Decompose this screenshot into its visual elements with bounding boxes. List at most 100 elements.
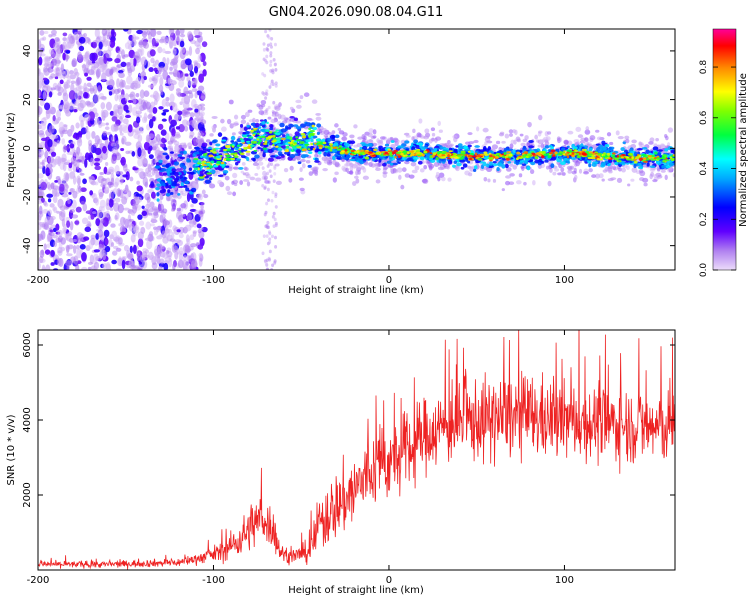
heatmap-cell (195, 47, 200, 55)
heatmap-cell (435, 136, 442, 141)
heatmap-cell (164, 50, 172, 54)
heatmap-cell (627, 183, 631, 187)
heatmap-cell (241, 148, 245, 152)
heatmap-cell (225, 144, 231, 149)
heatmap-cell (85, 130, 91, 140)
heatmap-cell (558, 171, 564, 176)
heatmap-cell (160, 143, 165, 148)
heatmap-cell (105, 162, 109, 167)
heatmap-cell (179, 29, 185, 35)
heatmap-cell (271, 263, 275, 268)
heatmap-cell (167, 36, 174, 45)
heatmap-cell (38, 205, 43, 215)
heatmap-cell (296, 138, 301, 142)
heatmap-cell (102, 252, 107, 261)
heatmap-cell (668, 162, 674, 167)
heatmap-cell (354, 156, 359, 162)
heatmap-cell (332, 159, 337, 165)
heatmap-cell (62, 52, 67, 61)
heatmap-cell (591, 174, 597, 178)
heatmap-cell (158, 207, 162, 211)
heatmap-cell (88, 88, 96, 92)
heatmap-cell (247, 109, 253, 113)
heatmap-cell (120, 124, 127, 132)
heatmap-cell (176, 194, 182, 200)
heatmap-cell (519, 150, 523, 153)
heatmap-cell (608, 146, 612, 150)
heatmap-cell (213, 164, 219, 168)
heatmap-cell (103, 54, 108, 64)
heatmap-cell (636, 148, 643, 151)
heatmap-cell (266, 220, 270, 225)
heatmap-cell (184, 244, 191, 254)
heatmap-cell (117, 257, 124, 267)
heatmap-cell (67, 75, 71, 85)
heatmap-cell (550, 156, 557, 161)
heatmap-cell (483, 156, 490, 160)
heatmap-cell (191, 87, 198, 92)
heatmap-cell (160, 129, 167, 136)
heatmap-cell (143, 90, 150, 97)
heatmap-cell (123, 207, 130, 211)
heatmap-cell (65, 184, 70, 189)
heatmap-cell (72, 134, 77, 139)
heatmap-cell (483, 177, 488, 182)
heatmap-cell (225, 165, 230, 168)
heatmap-cell (131, 34, 137, 42)
heatmap-cell (179, 150, 184, 154)
heatmap-cell (47, 66, 54, 73)
heatmap-cell (559, 161, 566, 166)
heatmap-cell (265, 201, 269, 206)
heatmap-cell (76, 175, 81, 185)
heatmap-cell (43, 243, 47, 251)
heatmap-cell (50, 29, 57, 35)
heatmap-cell (117, 88, 122, 93)
heatmap-cell (362, 145, 368, 151)
heatmap-cell (272, 58, 276, 62)
heatmap-cell (468, 141, 475, 145)
heatmap-cell (60, 157, 67, 163)
heatmap-cell (269, 59, 273, 64)
heatmap-cell (343, 142, 350, 147)
heatmap-cell (401, 167, 407, 172)
heatmap-cell (66, 129, 74, 136)
heatmap-cell (483, 151, 488, 154)
heatmap-cell (197, 167, 200, 171)
heatmap-cell (193, 65, 199, 74)
heatmap-cell (150, 217, 157, 223)
heatmap-cell (62, 92, 69, 102)
heatmap-cell (595, 129, 600, 133)
heatmap-cell (87, 266, 92, 270)
heatmap-cell (260, 99, 267, 105)
heatmap-cell (267, 157, 274, 162)
heatmap-cell (255, 119, 260, 123)
heatmap-cell (267, 105, 271, 110)
heatmap-cell (109, 39, 116, 48)
heatmap-cell (288, 123, 294, 128)
heatmap-cell (307, 134, 311, 138)
heatmap-cell (527, 121, 532, 128)
heatmap-cell (270, 162, 274, 167)
heatmap-cell (85, 210, 93, 215)
heatmap-cell (631, 139, 637, 144)
heatmap-cell (614, 161, 619, 165)
heatmap-cell (606, 152, 611, 156)
heatmap-cell (119, 79, 124, 88)
heatmap-cell (233, 182, 238, 187)
heatmap-cell (148, 133, 155, 139)
heatmap-cell (198, 252, 203, 258)
heatmap-cell (314, 149, 319, 153)
heatmap-cell (610, 177, 617, 181)
heatmap-cell (301, 163, 306, 169)
heatmap-cell (482, 127, 489, 133)
heatmap-cell (85, 58, 90, 69)
heatmap-cell (47, 235, 52, 242)
heatmap-cell (70, 256, 76, 264)
heatmap-cell (177, 185, 184, 189)
heatmap-cell (174, 144, 180, 153)
heatmap-cell (273, 261, 277, 265)
heatmap-cell (537, 144, 542, 148)
heatmap-cell (117, 171, 124, 176)
heatmap-cell (67, 198, 72, 205)
heatmap-cell (463, 145, 469, 150)
